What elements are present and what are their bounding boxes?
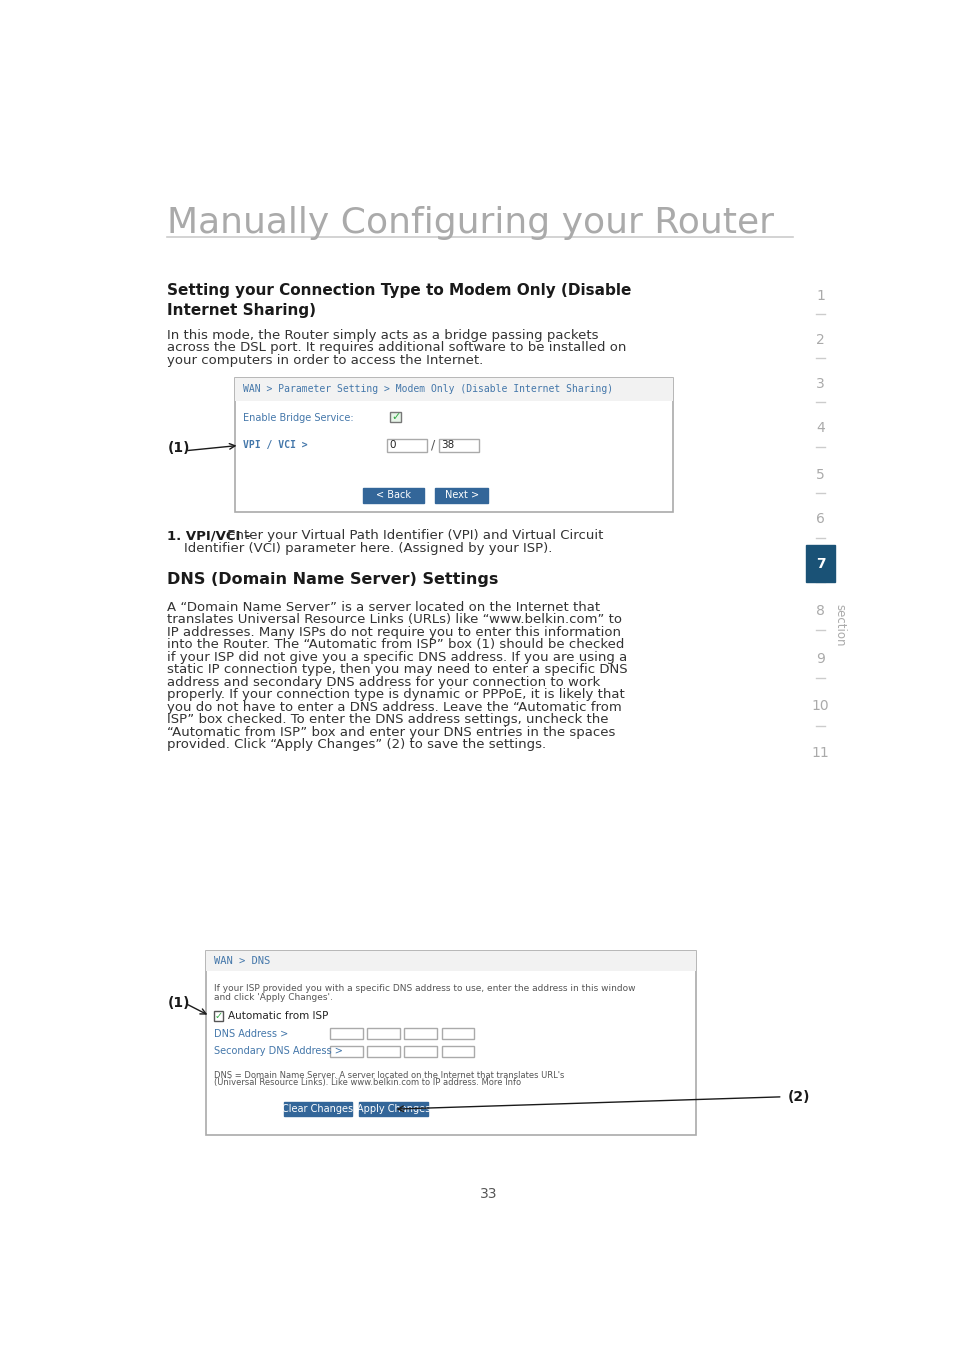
- Text: Manually Configuring your Router: Manually Configuring your Router: [167, 206, 774, 240]
- Text: Apply Changes: Apply Changes: [356, 1104, 430, 1114]
- Text: ✓: ✓: [391, 412, 400, 423]
- Bar: [213, 1011, 223, 1021]
- Text: (1): (1): [167, 996, 190, 1010]
- Text: static IP connection type, then you may need to enter a specific DNS: static IP connection type, then you may …: [167, 664, 627, 676]
- Text: 0: 0: [390, 440, 395, 450]
- Text: and click 'Apply Changes'.: and click 'Apply Changes'.: [213, 992, 333, 1002]
- Bar: [330, 1028, 362, 1039]
- Text: “Automatic from ISP” box and enter your DNS entries in the spaces: “Automatic from ISP” box and enter your …: [167, 725, 615, 739]
- Text: 1. VPI/VCI -: 1. VPI/VCI -: [167, 529, 251, 542]
- Text: A “Domain Name Server” is a server located on the Internet that: A “Domain Name Server” is a server locat…: [167, 601, 599, 613]
- Bar: [441, 1028, 474, 1039]
- Text: 5: 5: [816, 468, 824, 481]
- Text: Enter your Virtual Path Identifier (VPI) and Virtual Circuit: Enter your Virtual Path Identifier (VPI)…: [223, 529, 603, 542]
- Bar: [435, 488, 488, 503]
- Text: properly. If your connection type is dynamic or PPPoE, it is likely that: properly. If your connection type is dyn…: [167, 688, 624, 701]
- Text: Enable Bridge Service:: Enable Bridge Service:: [243, 413, 354, 423]
- Text: (2): (2): [786, 1090, 809, 1104]
- Text: (Universal Resource Links). Like www.belkin.com to IP address. More Info: (Universal Resource Links). Like www.bel…: [213, 1078, 520, 1088]
- Text: VPI / VCI >: VPI / VCI >: [243, 440, 308, 450]
- Bar: [404, 1045, 436, 1056]
- Text: WAN > Parameter Setting > Modem Only (Disable Internet Sharing): WAN > Parameter Setting > Modem Only (Di…: [243, 384, 613, 394]
- Text: address and secondary DNS address for your connection to work: address and secondary DNS address for yo…: [167, 676, 600, 688]
- Text: across the DSL port. It requires additional software to be installed on: across the DSL port. It requires additio…: [167, 341, 626, 354]
- Bar: [283, 1103, 352, 1116]
- Bar: [367, 1045, 399, 1056]
- Text: 3: 3: [816, 376, 824, 391]
- Text: translates Universal Resource Links (URLs) like “www.belkin.com” to: translates Universal Resource Links (URL…: [167, 613, 621, 627]
- Bar: [206, 951, 695, 1134]
- Text: ✓: ✓: [214, 1011, 222, 1021]
- Text: if your ISP did not give you a specific DNS address. If you are using a: if your ISP did not give you a specific …: [167, 650, 627, 664]
- Text: 7: 7: [815, 557, 824, 571]
- Bar: [390, 412, 401, 423]
- Text: IP addresses. Many ISPs do not require you to enter this information: IP addresses. Many ISPs do not require y…: [167, 626, 620, 639]
- Text: 10: 10: [811, 699, 828, 713]
- Text: 38: 38: [441, 440, 455, 450]
- Text: ISP” box checked. To enter the DNS address settings, uncheck the: ISP” box checked. To enter the DNS addre…: [167, 713, 608, 726]
- Text: DNS (Domain Name Server) Settings: DNS (Domain Name Server) Settings: [167, 571, 498, 586]
- Text: WAN > DNS: WAN > DNS: [213, 957, 270, 966]
- Text: 4: 4: [816, 421, 824, 435]
- Text: 9: 9: [816, 652, 824, 665]
- Bar: [805, 545, 835, 582]
- Text: into the Router. The “Automatic from ISP” box (1) should be checked: into the Router. The “Automatic from ISP…: [167, 638, 624, 652]
- Text: Identifier (VCI) parameter here. (Assigned by your ISP).: Identifier (VCI) parameter here. (Assign…: [167, 541, 552, 555]
- Bar: [404, 1028, 436, 1039]
- Text: 2: 2: [816, 333, 824, 346]
- Text: In this mode, the Router simply acts as a bridge passing packets: In this mode, the Router simply acts as …: [167, 328, 598, 342]
- Text: your computers in order to access the Internet.: your computers in order to access the In…: [167, 354, 483, 367]
- Text: < Back: < Back: [375, 491, 411, 500]
- Bar: [359, 1103, 427, 1116]
- Text: Secondary DNS Address >: Secondary DNS Address >: [213, 1047, 342, 1056]
- Text: Next >: Next >: [444, 491, 478, 500]
- Text: DNS Address >: DNS Address >: [213, 1029, 288, 1039]
- Text: Automatic from ISP: Automatic from ISP: [228, 1011, 328, 1021]
- Text: provided. Click “Apply Changes” (2) to save the settings.: provided. Click “Apply Changes” (2) to s…: [167, 739, 546, 751]
- Text: you do not have to enter a DNS address. Leave the “Automatic from: you do not have to enter a DNS address. …: [167, 701, 621, 714]
- Text: (1): (1): [167, 442, 190, 455]
- Text: 33: 33: [479, 1187, 497, 1201]
- Text: 11: 11: [811, 747, 828, 761]
- Text: Setting your Connection Type to Modem Only (Disable
Internet Sharing): Setting your Connection Type to Modem On…: [167, 284, 631, 318]
- Bar: [438, 439, 478, 451]
- Text: Clear Changes: Clear Changes: [282, 1104, 353, 1114]
- Bar: [386, 439, 427, 451]
- Bar: [235, 378, 673, 512]
- Text: section: section: [833, 604, 845, 647]
- Text: 6: 6: [816, 512, 824, 526]
- Text: If your ISP provided you with a specific DNS address to use, enter the address i: If your ISP provided you with a specific…: [213, 984, 635, 992]
- Bar: [441, 1045, 474, 1056]
- Text: /: /: [431, 439, 435, 453]
- Bar: [363, 488, 423, 503]
- Text: 8: 8: [816, 604, 824, 617]
- Bar: [206, 951, 695, 972]
- Bar: [235, 378, 673, 401]
- Text: DNS = Domain Name Server. A server located on the Internet that translates URL's: DNS = Domain Name Server. A server locat…: [213, 1070, 563, 1079]
- Bar: [330, 1045, 362, 1056]
- Bar: [367, 1028, 399, 1039]
- Text: 1: 1: [816, 289, 824, 304]
